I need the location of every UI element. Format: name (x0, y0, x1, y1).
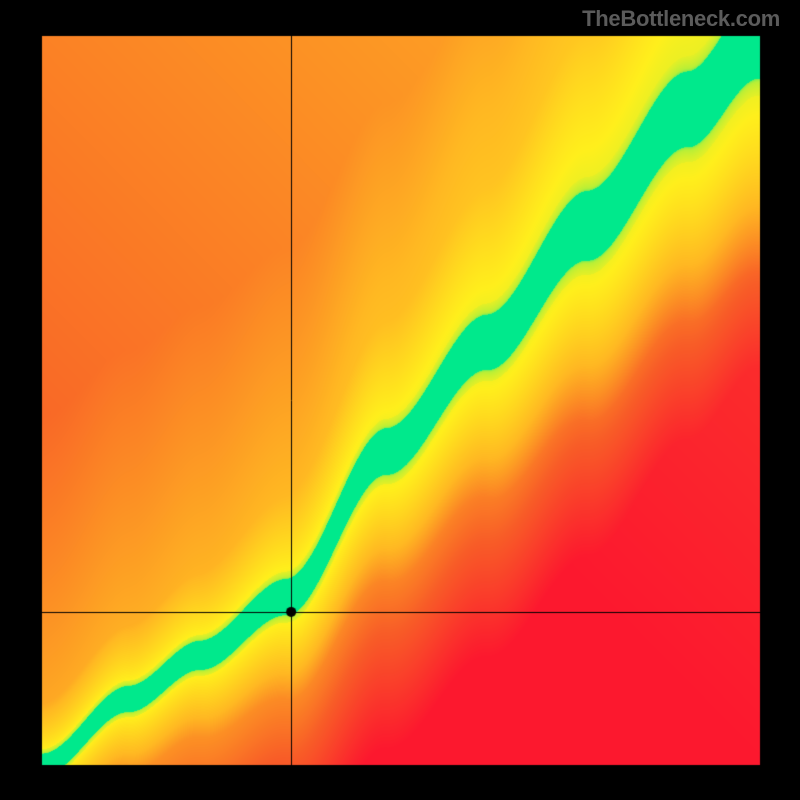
bottleneck-heatmap (0, 0, 800, 800)
chart-container: { "attribution": { "text": "TheBottlenec… (0, 0, 800, 800)
attribution-text: TheBottleneck.com (582, 6, 780, 32)
